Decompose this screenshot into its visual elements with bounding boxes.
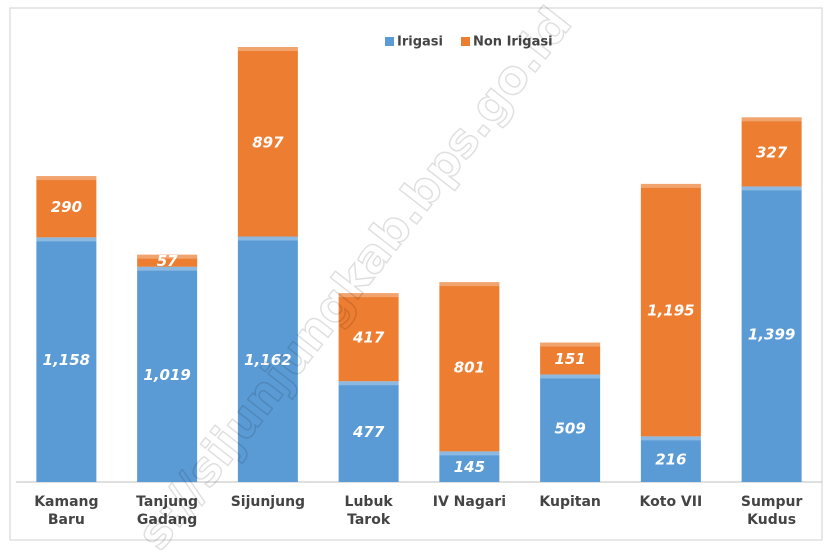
bar-segment xyxy=(237,236,298,482)
bar-cap xyxy=(338,293,399,298)
bar-segment xyxy=(439,451,500,482)
bar-cap xyxy=(741,186,802,191)
value-label: 477 xyxy=(352,423,385,441)
value-label: 801 xyxy=(454,358,485,376)
x-tick-label: Sumpur Kudus xyxy=(741,494,803,528)
x-tick-label: Kupitan xyxy=(539,494,601,510)
legend-label: Non Irigasi xyxy=(473,35,553,50)
value-label: 57 xyxy=(157,252,178,270)
x-tick-label: Tanjung Gadang xyxy=(136,494,198,528)
value-label: 1,158 xyxy=(43,351,90,369)
value-label: 1,019 xyxy=(143,366,190,384)
bar-cap xyxy=(741,117,802,122)
bar-segment xyxy=(439,282,500,452)
value-label: 151 xyxy=(554,350,585,368)
x-tick-label: IV Nagari xyxy=(433,494,506,510)
legend-label: Irigasi xyxy=(397,35,443,50)
bar-segment xyxy=(338,381,399,482)
bar-segment xyxy=(137,254,198,267)
bar-cap xyxy=(36,176,97,181)
bar-segment xyxy=(237,47,298,237)
value-label: 1,399 xyxy=(748,326,795,344)
bar-segment xyxy=(741,117,802,187)
bar-segment xyxy=(640,436,701,482)
bar-segment xyxy=(36,237,97,482)
value-label: 509 xyxy=(554,420,585,438)
legend-swatch xyxy=(385,37,394,46)
bar-cap xyxy=(640,183,701,188)
x-tick-label: Lubuk Tarok xyxy=(345,494,394,528)
bar-segment xyxy=(640,183,701,437)
x-tick-label: Sijunjung xyxy=(231,494,305,510)
bar-segment xyxy=(36,176,97,238)
bar-cap xyxy=(439,451,500,456)
bar-segment xyxy=(540,374,601,482)
bar-segment xyxy=(540,342,601,375)
bar-segment xyxy=(137,266,198,482)
value-label: 327 xyxy=(756,143,788,161)
bar-cap xyxy=(237,47,298,51)
value-label: 1,195 xyxy=(647,302,694,320)
legend-swatch xyxy=(460,37,470,46)
bar-cap xyxy=(439,282,500,287)
bar-cap xyxy=(540,342,601,347)
bar-cap xyxy=(640,436,701,441)
x-tick-label: Koto VII xyxy=(640,494,703,510)
bar-segment xyxy=(741,186,802,482)
bar-cap xyxy=(540,374,601,379)
bar-cap xyxy=(338,381,399,386)
value-label: 145 xyxy=(454,458,485,476)
value-label: 897 xyxy=(252,133,284,151)
bar-cap xyxy=(137,254,198,259)
bar-cap xyxy=(137,266,198,271)
value-label: 417 xyxy=(352,329,385,347)
bar-cap xyxy=(237,236,298,241)
value-label: 290 xyxy=(51,198,82,216)
bar-cap xyxy=(36,237,97,242)
x-tick-label: Kamang Baru xyxy=(34,494,98,528)
value-label: 216 xyxy=(655,451,686,469)
bar-segment xyxy=(338,293,399,382)
value-label: 1,162 xyxy=(244,351,291,369)
